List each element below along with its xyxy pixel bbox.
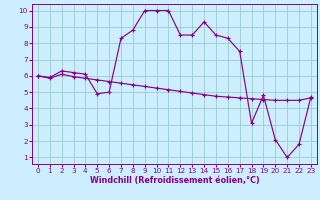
X-axis label: Windchill (Refroidissement éolien,°C): Windchill (Refroidissement éolien,°C) [90,176,259,185]
